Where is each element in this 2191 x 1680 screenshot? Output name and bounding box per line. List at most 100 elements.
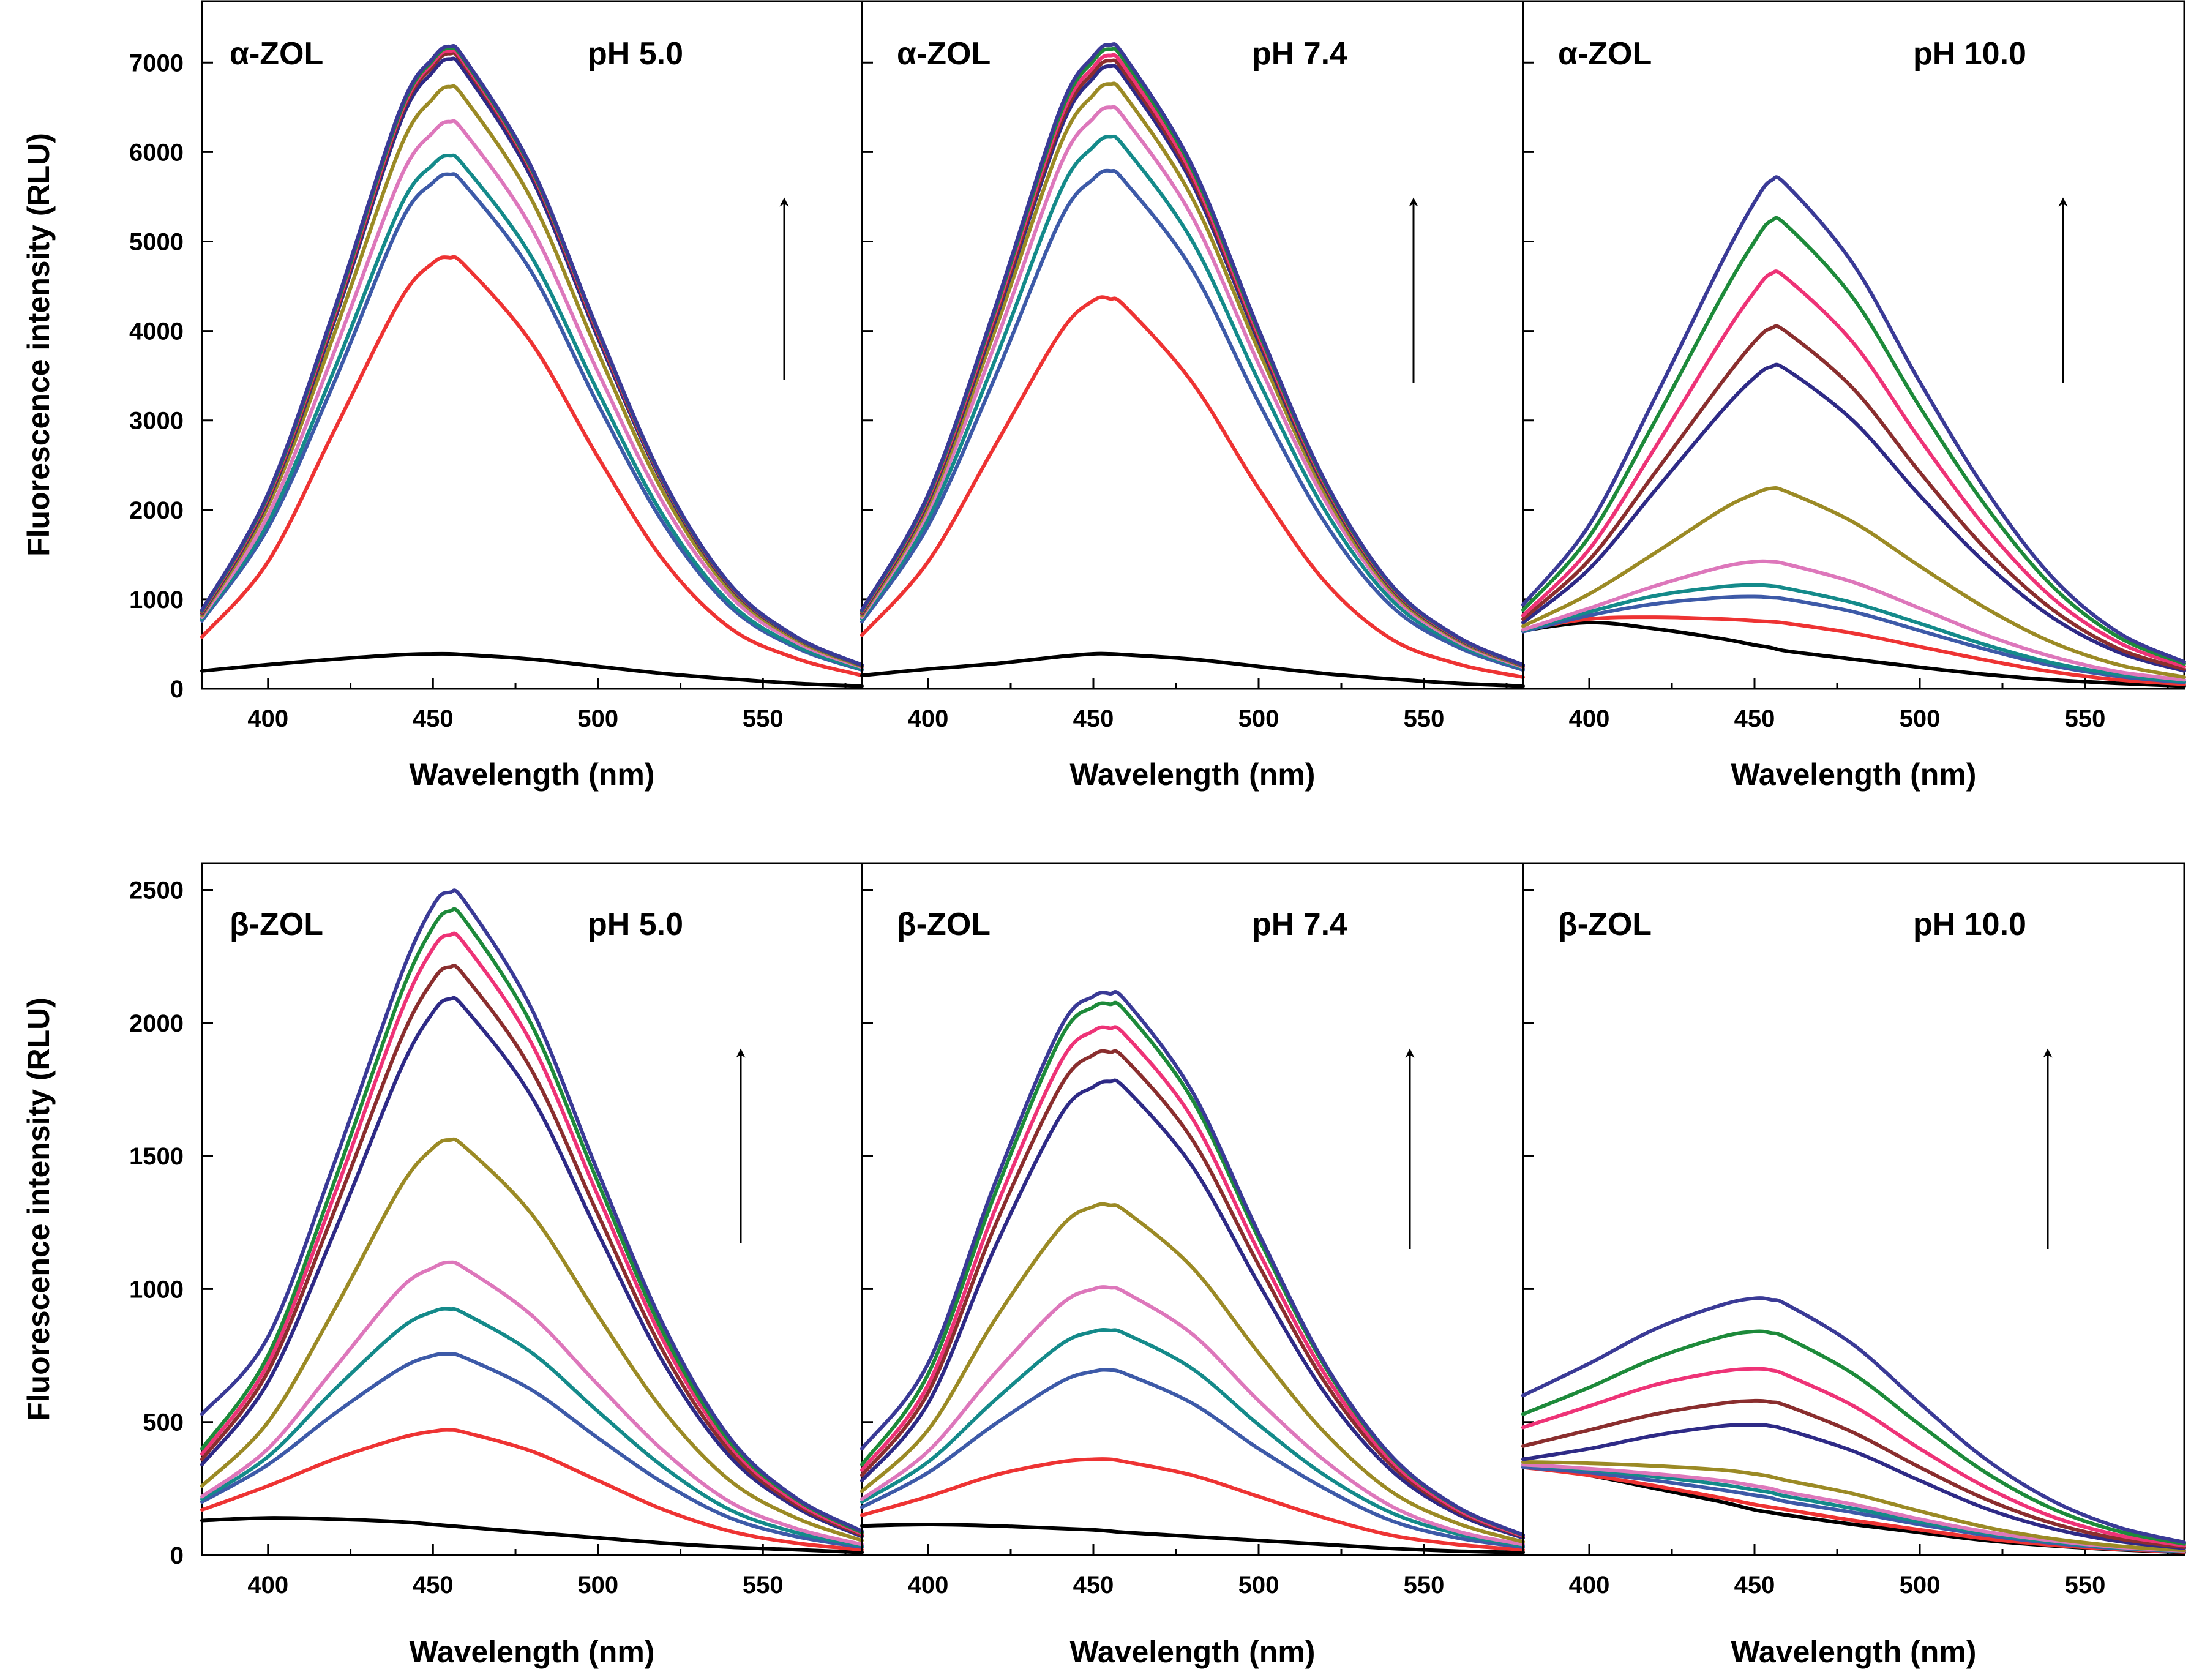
series-line-magenta xyxy=(860,1025,1525,1538)
y-axis-title: Fluorescence intensity (RLU) xyxy=(21,133,56,557)
series-line-purple xyxy=(1521,362,2186,673)
series-line-blue xyxy=(860,168,1525,672)
series-line-magenta xyxy=(200,931,864,1536)
panel-beta-ph10: β-ZOL pH 10.0 Wavelength (nm) 400 450 500 5… xyxy=(1521,862,2186,1669)
compound-label: β-ZOL xyxy=(1558,907,1652,942)
compound-label: α-ZOL xyxy=(1558,36,1652,72)
series-line-brown xyxy=(860,1049,1525,1539)
y-tick-label: 1500 xyxy=(129,1143,184,1170)
x-tick-label: 400 xyxy=(908,1572,949,1599)
y-tick-label: 1000 xyxy=(129,587,184,613)
compound-label: α-ZOL xyxy=(897,36,991,72)
series-line-blue xyxy=(200,1352,864,1549)
series-line-green xyxy=(860,47,1525,667)
series-line-navy xyxy=(200,44,864,667)
x-tick-label: 400 xyxy=(908,705,949,732)
x-axis-title: Wavelength (nm) xyxy=(1070,757,1316,792)
series-line-black xyxy=(860,1523,1525,1554)
y-tick-label: 7000 xyxy=(129,50,184,77)
x-tick-label: 550 xyxy=(1404,705,1445,732)
x-axis-title: Wavelength (nm) xyxy=(410,757,655,792)
series-line-purple xyxy=(860,64,1525,668)
x-tick-label: 500 xyxy=(1238,705,1279,732)
y-tick-label: 1000 xyxy=(129,1276,184,1303)
x-tick-label: 400 xyxy=(1569,1572,1610,1599)
x-tick-label: 450 xyxy=(1073,1572,1114,1599)
x-tick-label: 550 xyxy=(2065,705,2106,732)
x-tick-label: 400 xyxy=(247,1572,288,1599)
series-line-brown xyxy=(1521,324,2186,671)
series-line-magenta xyxy=(200,48,864,667)
x-axis-title: Wavelength (nm) xyxy=(1731,757,1977,792)
series-line-pink xyxy=(1521,1463,2186,1553)
ph-label: pH 5.0 xyxy=(588,907,683,942)
plot-frame xyxy=(1522,0,2185,690)
series-line-blue xyxy=(860,1368,1525,1549)
x-axis-title: Wavelength (nm) xyxy=(1070,1635,1316,1669)
x-tick-label: 450 xyxy=(1734,1572,1775,1599)
x-axis-title: Wavelength (nm) xyxy=(410,1635,655,1669)
x-axis-title: Wavelength (nm) xyxy=(1731,1635,1977,1669)
panel-alpha-ph10: α-ZOL pH 10.0 Wavelength (nm) 400 450 500 5… xyxy=(1521,0,2186,792)
series-line-teal xyxy=(860,1328,1525,1548)
ph-label: pH 7.4 xyxy=(1252,907,1347,942)
series-line-olive xyxy=(200,84,864,669)
series-line-pink xyxy=(1521,559,2186,682)
series-line-navy xyxy=(860,42,1525,667)
series-line-black xyxy=(1521,620,2186,688)
panel-alpha-ph5: α-ZOL pH 5.0 Wavelength (nm) Fluorescenc… xyxy=(21,0,864,792)
x-tick-label: 500 xyxy=(577,705,618,732)
y-tick-label: 2500 xyxy=(129,877,184,904)
x-tick-label: 500 xyxy=(1900,1572,1941,1599)
y-tick-label: 0 xyxy=(170,1542,184,1569)
series-line-olive xyxy=(860,81,1525,669)
series-line-magenta xyxy=(1521,1367,2186,1548)
y-tick-label: 6000 xyxy=(129,139,184,166)
y-tick-label: 2000 xyxy=(129,497,184,524)
series-line-purple xyxy=(200,996,864,1539)
series-line-green xyxy=(1521,216,2186,666)
x-tick-label: 500 xyxy=(1900,705,1941,732)
y-tick-label: 3000 xyxy=(129,408,184,435)
x-tick-label: 400 xyxy=(247,705,288,732)
series-line-brown xyxy=(200,964,864,1537)
series-line-blue xyxy=(1521,594,2186,684)
series-line-pink xyxy=(200,119,864,669)
series-line-magenta xyxy=(1521,269,2186,669)
y-tick-label: 5000 xyxy=(129,228,184,255)
panel-beta-ph7: β-ZOL pH 7.4 Wavelength (nm) 400 450 500 55… xyxy=(860,862,1525,1669)
series-line-blue xyxy=(200,172,864,672)
series-line-magenta xyxy=(860,53,1525,667)
series-line-olive xyxy=(1521,486,2186,679)
x-tick-label: 500 xyxy=(1238,1572,1279,1599)
series-line-olive xyxy=(200,1137,864,1543)
x-tick-label: 550 xyxy=(743,1572,784,1599)
y-axis-title: Fluorescence intensity (RLU) xyxy=(21,997,56,1421)
x-tick-label: 550 xyxy=(2065,1572,2106,1599)
series-line-teal xyxy=(1521,583,2186,684)
plot-frame xyxy=(1522,862,2185,1556)
series-line-red xyxy=(1521,615,2186,686)
series-line-black xyxy=(200,1516,864,1554)
x-tick-label: 450 xyxy=(413,705,454,732)
series-line-green xyxy=(200,45,864,667)
series-line-purple xyxy=(1521,1422,2186,1550)
series-line-green xyxy=(1521,1329,2186,1546)
series-line-brown xyxy=(1521,1398,2186,1549)
series-line-purple xyxy=(860,1078,1525,1540)
series-line-red xyxy=(200,255,864,678)
series-line-teal xyxy=(200,1307,864,1548)
compound-label: β-ZOL xyxy=(230,907,323,942)
series-line-brown xyxy=(860,58,1525,667)
x-tick-label: 400 xyxy=(1569,705,1610,732)
ph-label: pH 10.0 xyxy=(1913,36,2026,72)
series-line-navy xyxy=(1521,1296,2186,1545)
y-tick-label: 4000 xyxy=(129,318,184,345)
ph-label: pH 7.4 xyxy=(1252,36,1347,72)
series-line-navy xyxy=(860,990,1525,1537)
panel-beta-ph5: β-ZOL pH 5.0 Wavelength (nm) Fluorescenc… xyxy=(21,862,864,1669)
series-line-navy xyxy=(200,888,864,1533)
ph-label: pH 5.0 xyxy=(588,36,683,72)
y-tick-label: 500 xyxy=(143,1409,184,1436)
